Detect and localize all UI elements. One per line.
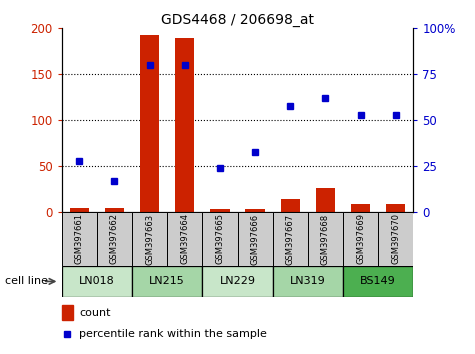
Text: GSM397667: GSM397667 bbox=[286, 213, 294, 264]
Text: cell line: cell line bbox=[5, 276, 48, 286]
Bar bbox=[140, 35, 159, 212]
Text: LN215: LN215 bbox=[149, 276, 185, 286]
Bar bbox=[62, 305, 73, 320]
Bar bbox=[378, 212, 413, 266]
Bar bbox=[273, 266, 343, 297]
Title: GDS4468 / 206698_at: GDS4468 / 206698_at bbox=[161, 13, 314, 27]
Bar bbox=[210, 209, 229, 212]
Bar bbox=[316, 188, 335, 212]
Bar bbox=[105, 208, 124, 212]
Text: count: count bbox=[79, 308, 111, 318]
Bar bbox=[343, 266, 413, 297]
Bar bbox=[132, 212, 167, 266]
Bar bbox=[281, 199, 300, 212]
Bar bbox=[62, 266, 132, 297]
Bar bbox=[70, 208, 89, 212]
Bar bbox=[97, 212, 132, 266]
Text: GSM397668: GSM397668 bbox=[321, 213, 330, 264]
Text: LN018: LN018 bbox=[79, 276, 115, 286]
Bar bbox=[273, 212, 308, 266]
Text: percentile rank within the sample: percentile rank within the sample bbox=[79, 329, 267, 339]
Text: GSM397670: GSM397670 bbox=[391, 213, 400, 264]
Bar bbox=[343, 212, 378, 266]
Bar bbox=[386, 204, 405, 212]
Text: GSM397662: GSM397662 bbox=[110, 213, 119, 264]
Text: GSM397669: GSM397669 bbox=[356, 213, 365, 264]
Text: GSM397664: GSM397664 bbox=[180, 213, 189, 264]
Bar bbox=[175, 38, 194, 212]
Bar bbox=[238, 212, 273, 266]
Text: GSM397665: GSM397665 bbox=[216, 213, 224, 264]
Text: BS149: BS149 bbox=[360, 276, 396, 286]
Text: LN229: LN229 bbox=[219, 276, 256, 286]
Bar bbox=[202, 212, 238, 266]
Bar bbox=[351, 204, 370, 212]
Bar bbox=[246, 209, 265, 212]
Text: GSM397663: GSM397663 bbox=[145, 213, 154, 264]
Bar bbox=[308, 212, 343, 266]
Text: GSM397666: GSM397666 bbox=[251, 213, 259, 264]
Text: GSM397661: GSM397661 bbox=[75, 213, 84, 264]
Text: LN319: LN319 bbox=[290, 276, 326, 286]
Bar bbox=[202, 266, 273, 297]
Bar bbox=[62, 212, 97, 266]
Bar bbox=[167, 212, 202, 266]
Bar bbox=[132, 266, 202, 297]
